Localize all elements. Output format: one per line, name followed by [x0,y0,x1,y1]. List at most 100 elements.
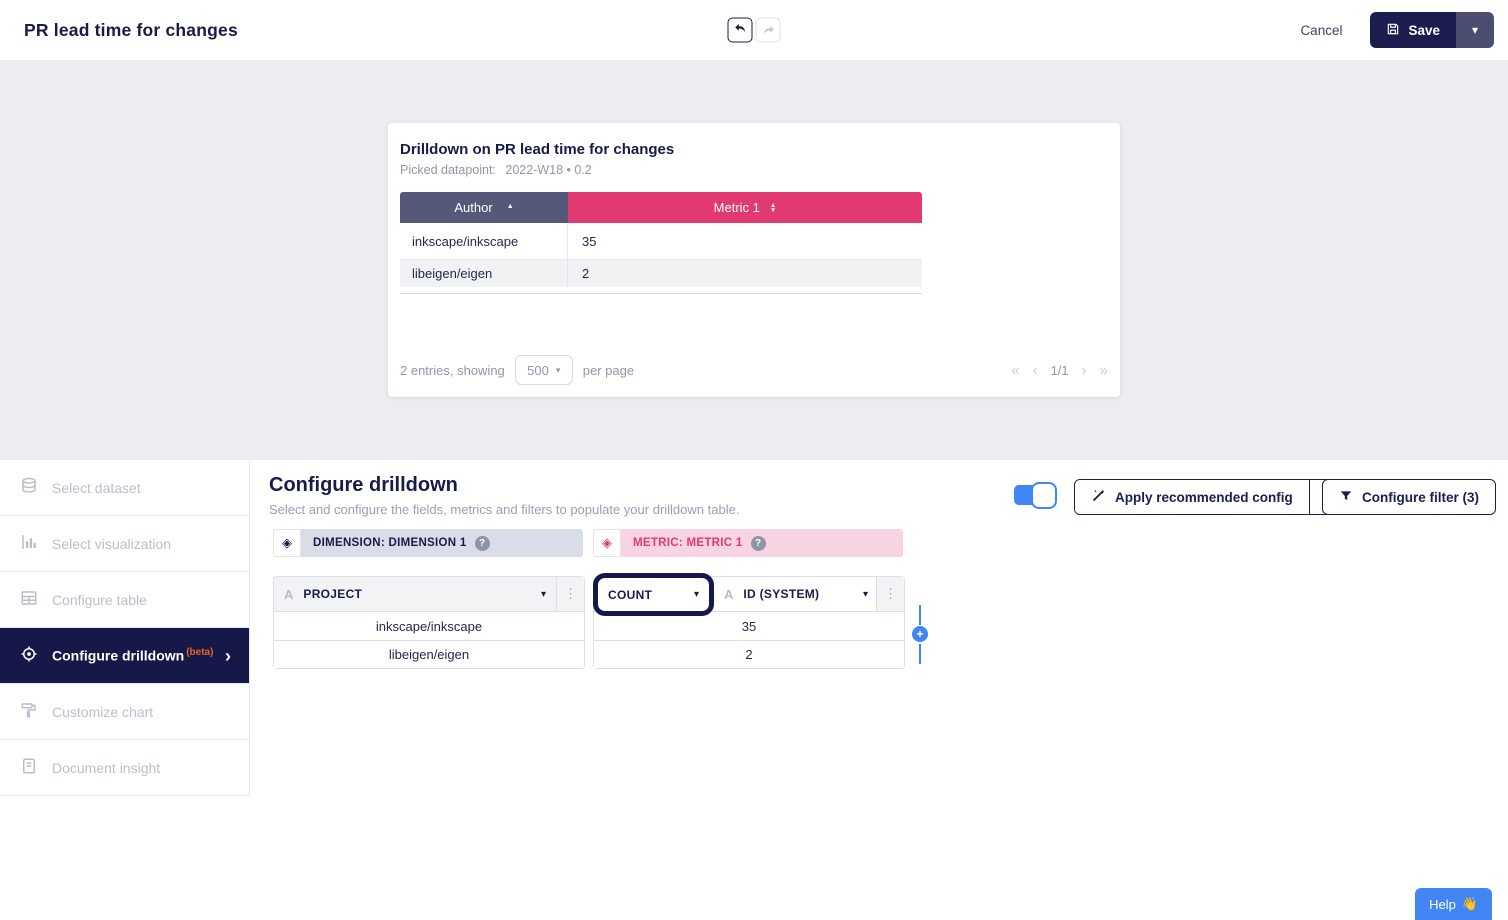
sidebar-item-configure-table[interactable]: Configure table [0,572,249,628]
list-item: inkscape/inkscape [274,612,584,640]
metric-config-body: 35 2 [593,612,905,669]
page-title: PR lead time for changes [24,19,238,40]
picked-datapoint: Picked datapoint: 2022-W18 • 0.2 [400,163,1108,177]
preview-area: Drilldown on PR lead time for changes Pi… [0,60,1508,460]
save-split-button: Save ▾ [1370,12,1494,48]
magic-wand-icon [1091,488,1106,506]
redo-icon [761,23,775,37]
undo-icon [733,22,747,39]
list-item: 2 [594,640,904,668]
save-icon [1386,22,1400,39]
first-page-button[interactable]: « [1011,361,1020,379]
top-header: PR lead time for changes Cancel [0,0,1508,60]
bar-chart-icon [20,533,38,554]
config-panel-subtitle: Select and configure the fields, metrics… [269,502,740,517]
picked-datapoint-icon: ◈ [593,529,621,557]
apply-recommended-config-button[interactable]: Apply recommended config [1075,480,1309,514]
config-area: Select dataset Select visualization Conf… [0,460,1508,920]
redo-button[interactable] [755,17,781,43]
cell-author: inkscape/inkscape [400,223,568,259]
dimension-config-body: inkscape/inkscape libeigen/eigen [273,612,585,669]
caret-down-icon: ▾ [555,364,561,375]
next-page-button[interactable]: › [1081,361,1087,379]
page-size-select[interactable]: 500 ▾ [514,355,573,385]
project-field-dropdown[interactable]: A PROJECT ▾ [274,577,556,611]
help-icon[interactable]: ? [474,535,490,551]
configure-filter-button[interactable]: Configure filter (3) [1322,479,1496,515]
waving-hand-icon: 👋 [1461,896,1478,911]
dimension-chip-label: DIMENSION: DIMENSION 1 [313,537,467,549]
picked-datapoint-value: 2022-W18 • 0.2 [505,163,592,177]
author-column-label: Author [454,200,493,215]
configure-filter-label: Configure filter (3) [1362,489,1479,505]
drilldown-toggle[interactable] [1014,482,1057,509]
sidebar-item-select-visualization[interactable]: Select visualization [0,516,249,572]
pagination-bar: 2 entries, showing 500 ▾ per page « ‹ 1/… [400,355,1108,385]
paint-roller-icon [20,701,38,722]
apply-config-split-button: Apply recommended config ▾ [1074,479,1342,515]
prev-page-button[interactable]: ‹ [1032,361,1038,379]
preview-table-header: Author ▲ Metric 1 ▲ ▼ [400,192,922,223]
funnel-icon [1339,489,1353,506]
save-button[interactable]: Save [1370,12,1456,48]
project-field-menu-button[interactable]: ⋮ [556,577,584,611]
metric-field-header: COUNT ▾ A ID (SYSTEM) ▾ ⋮ [593,573,905,616]
database-icon [20,477,38,498]
project-field-label: PROJECT [303,587,363,601]
sidebar-item-configure-drilldown[interactable]: Configure drilldown (beta) › [0,628,249,684]
metric1-column-label: Metric 1 [713,200,760,215]
cancel-button[interactable]: Cancel [1300,22,1343,38]
history-buttons [727,17,781,43]
add-column-button[interactable]: + [912,626,928,642]
pagination-right: « ‹ 1/1 › » [1011,362,1108,379]
sidebar-item-select-dataset[interactable]: Select dataset [0,460,249,516]
target-icon [20,645,38,666]
beta-badge: (beta) [186,647,214,659]
table-bottom-edge [400,287,922,294]
id-system-field-menu-button[interactable]: ⋮ [876,577,904,611]
undo-button[interactable] [727,17,753,43]
column-header-metric1[interactable]: Metric 1 ▲ ▼ [568,192,922,223]
sidebar-item-label: Configure table [52,591,147,608]
last-page-button[interactable]: » [1099,361,1108,379]
config-panel-title: Configure drilldown [269,474,458,496]
field-type-text-icon: A [724,586,734,602]
count-aggregation-dropdown[interactable]: COUNT ▾ [593,573,714,616]
add-column-guide-line [919,644,921,664]
sidebar-item-label: Select visualization [52,535,172,552]
card-title: Drilldown on PR lead time for changes [400,141,675,158]
dimension-config-table: A PROJECT ▾ ⋮ inkscape/inkscape libeigen… [273,576,585,669]
column-header-author[interactable]: Author ▲ [400,192,568,223]
entries-text: 2 entries, showing [400,362,505,378]
document-icon [20,757,38,778]
sidebar-item-customize-chart[interactable]: Customize chart [0,684,249,740]
drilldown-preview-card: Drilldown on PR lead time for changes Pi… [388,123,1120,397]
list-item: libeigen/eigen [274,640,584,668]
caret-down-icon: ▾ [693,589,699,600]
pagination-left: 2 entries, showing 500 ▾ per page [400,355,634,385]
sidebar-item-label: Select dataset [52,479,141,496]
table-row: inkscape/inkscape 35 [400,223,922,259]
picked-datapoint-icon: ◈ [273,529,301,557]
caret-down-icon: ▾ [1471,23,1479,37]
dimension-chip: ◈ DIMENSION: DIMENSION 1 ? [273,529,583,557]
apply-config-label: Apply recommended config [1115,489,1293,505]
id-system-field-dropdown[interactable]: A ID (SYSTEM) ▾ [718,577,876,611]
caret-down-icon: ▾ [540,588,546,600]
table-icon [20,589,38,610]
help-button[interactable]: Help 👋 [1415,888,1492,920]
help-icon[interactable]: ? [750,535,766,551]
sidebar-item-document-insight[interactable]: Document insight [0,740,249,796]
cell-author: libeigen/eigen [400,260,568,287]
save-dropdown-button[interactable]: ▾ [1456,12,1494,48]
per-page-text: per page [582,362,635,378]
cell-metric: 2 [582,266,590,281]
sort-both-icon: ▲ ▼ [769,201,777,214]
sidebar: Select dataset Select visualization Conf… [0,460,250,797]
metric-chip-label: METRIC: METRIC 1 [633,537,743,549]
picked-datapoint-label: Picked datapoint: [400,163,496,177]
header-actions: Cancel Save ▾ [1300,12,1494,48]
sidebar-item-label: Customize chart [52,703,154,720]
field-type-text-icon: A [284,586,294,602]
